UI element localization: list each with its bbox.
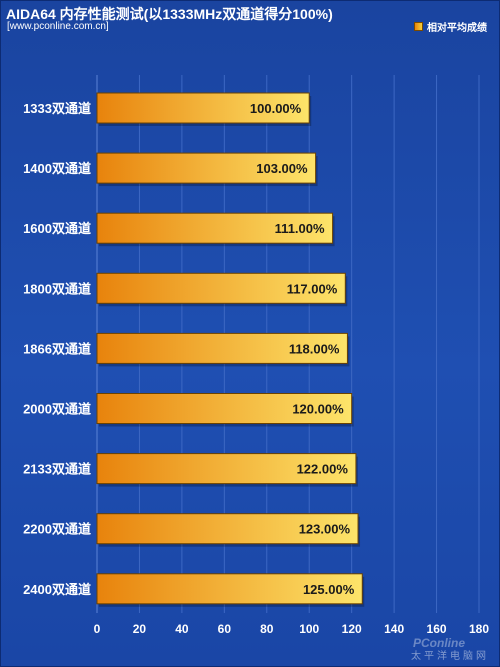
data-label: 111.00% bbox=[275, 221, 325, 236]
watermark-logo: PConline bbox=[412, 636, 465, 650]
data-label: 122.00% bbox=[297, 462, 349, 477]
legend-swatch bbox=[414, 22, 423, 31]
x-tick-label: 80 bbox=[260, 622, 274, 636]
labels: 0 20 40 60 80 100 120 140 160 180 1333双通道 100.00% 14… bbox=[23, 101, 489, 636]
bar bbox=[96, 332, 348, 364]
data-label: 100.00% bbox=[250, 101, 302, 116]
category-label: 2400双通道 bbox=[23, 582, 91, 597]
x-tick-label: 180 bbox=[469, 622, 489, 636]
category-label: 1400双通道 bbox=[23, 161, 91, 176]
x-tick-label: 140 bbox=[384, 622, 404, 636]
data-label: 118.00% bbox=[289, 341, 340, 356]
category-label: 2133双通道 bbox=[23, 462, 91, 477]
bar bbox=[96, 573, 363, 605]
bar bbox=[96, 152, 317, 184]
bar bbox=[96, 212, 334, 244]
category-label: 2200双通道 bbox=[23, 522, 91, 537]
watermark-text: 太平洋电脑网 bbox=[411, 651, 489, 662]
legend-label: 相对平均成绩 bbox=[427, 23, 487, 34]
bar bbox=[96, 92, 310, 124]
bar bbox=[96, 513, 359, 545]
x-tick-label: 0 bbox=[94, 622, 101, 636]
data-label: 103.00% bbox=[256, 161, 308, 176]
x-tick-label: 160 bbox=[427, 622, 447, 636]
chart-title: AIDA64 内存性能测试(以1333MHz双通道得分100%) bbox=[6, 6, 333, 22]
bar bbox=[96, 272, 346, 304]
category-label: 1866双通道 bbox=[23, 341, 91, 356]
category-label: 1600双通道 bbox=[23, 221, 91, 236]
data-label: 125.00% bbox=[303, 582, 355, 597]
x-tick-label: 20 bbox=[133, 622, 147, 636]
bars bbox=[96, 92, 365, 607]
bar bbox=[96, 393, 353, 424]
category-label: 1333双通道 bbox=[23, 101, 91, 116]
data-label: 120.00% bbox=[292, 402, 344, 417]
data-label: 123.00% bbox=[299, 522, 351, 537]
x-tick-label: 120 bbox=[342, 622, 362, 636]
legend: 相对平均成绩 bbox=[414, 19, 487, 34]
bar bbox=[96, 453, 357, 485]
x-tick-label: 60 bbox=[218, 622, 232, 636]
x-tick-label: 100 bbox=[299, 622, 319, 636]
x-tick-label: 40 bbox=[175, 622, 189, 636]
category-label: 1800双通道 bbox=[23, 281, 91, 296]
chart-source: [www.pconline.com.cn] bbox=[7, 21, 109, 32]
data-label: 117.00% bbox=[287, 281, 338, 296]
category-label: 2000双通道 bbox=[23, 402, 91, 417]
